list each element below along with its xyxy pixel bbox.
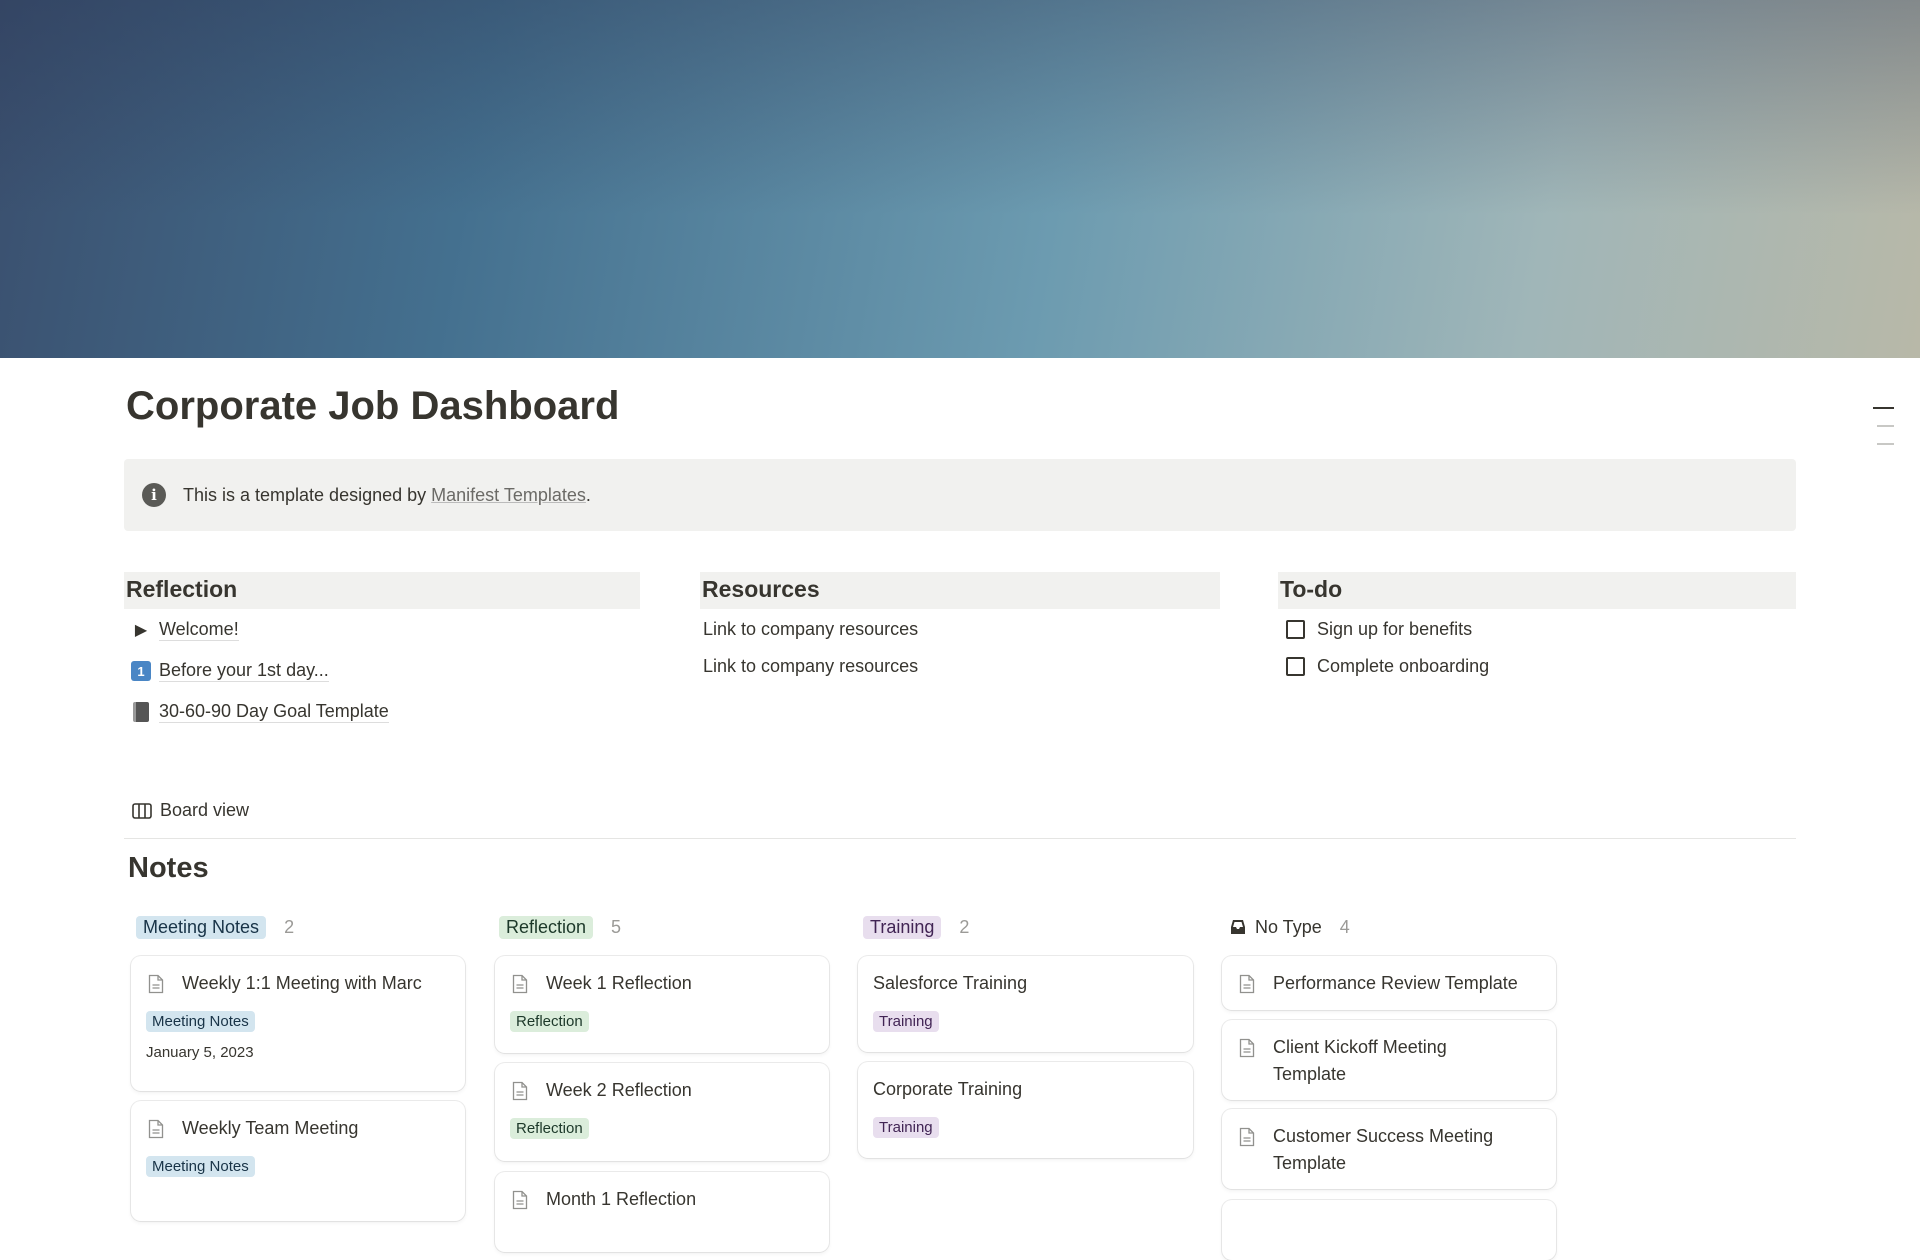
board-view-tab[interactable]: Board view xyxy=(132,800,249,821)
type-tag: Meeting Notes xyxy=(146,1011,255,1032)
todo-item: Sign up for benefits xyxy=(1286,615,1472,643)
board-card[interactable]: Client Kickoff Meeting Template xyxy=(1222,1020,1556,1100)
board-card[interactable] xyxy=(1222,1200,1556,1260)
board-card[interactable]: Corporate Training Training xyxy=(858,1062,1193,1158)
resources-heading: Resources xyxy=(700,572,1220,609)
type-tag: Training xyxy=(873,1117,939,1138)
page-title: Corporate Job Dashboard xyxy=(126,384,620,428)
group-header-reflection[interactable]: Reflection 5 xyxy=(499,914,621,940)
board-card[interactable]: Performance Review Template xyxy=(1222,956,1556,1010)
notebook-icon xyxy=(130,702,152,722)
checkbox[interactable] xyxy=(1286,656,1305,676)
board-card[interactable]: Weekly Team Meeting Meeting Notes xyxy=(131,1101,465,1221)
board-card[interactable]: Week 2 Reflection Reflection xyxy=(495,1063,829,1161)
inbox-icon xyxy=(1231,920,1245,934)
board-card[interactable]: Salesforce Training Training xyxy=(858,956,1193,1052)
page-link-before-first-day[interactable]: 1 Before your 1st day... xyxy=(130,657,329,685)
cover-image xyxy=(0,0,1920,358)
board-card[interactable]: Week 1 Reflection Reflection xyxy=(495,956,829,1053)
toggle-welcome[interactable]: ▶ Welcome! xyxy=(130,616,239,644)
card-date: January 5, 2023 xyxy=(146,1044,254,1061)
checkbox[interactable] xyxy=(1286,619,1305,639)
type-tag: Meeting Notes xyxy=(146,1156,255,1177)
keycap-one-icon: 1 xyxy=(130,661,152,681)
callout: i This is a template designed by Manifes… xyxy=(124,459,1796,531)
toc-marker[interactable] xyxy=(1877,443,1894,445)
page-icon xyxy=(148,974,164,994)
group-header-training[interactable]: Training 2 xyxy=(863,914,969,940)
divider xyxy=(124,838,1796,839)
group-header-no-type[interactable]: No Type 4 xyxy=(1229,914,1350,940)
page-icon xyxy=(512,1081,528,1101)
reflection-heading: Reflection xyxy=(124,572,640,609)
toc-marker[interactable] xyxy=(1873,407,1894,409)
manifest-templates-link[interactable]: Manifest Templates xyxy=(431,484,586,505)
callout-text: This is a template designed by xyxy=(183,484,427,505)
info-icon: i xyxy=(142,483,166,507)
page-icon xyxy=(148,1119,164,1139)
page-icon xyxy=(1239,974,1255,994)
group-header-meeting-notes[interactable]: Meeting Notes 2 xyxy=(136,914,294,940)
page-icon xyxy=(1239,1038,1255,1058)
page-icon xyxy=(512,974,528,994)
todo-heading: To-do xyxy=(1278,572,1796,609)
board-card[interactable]: Weekly 1:1 Meeting with Marc Meeting Not… xyxy=(131,956,465,1091)
toc-marker[interactable] xyxy=(1877,425,1894,427)
type-tag: Reflection xyxy=(510,1011,589,1032)
page-link-goal-template[interactable]: 30-60-90 Day Goal Template xyxy=(130,698,389,726)
resource-link[interactable]: Link to company resources xyxy=(703,655,919,676)
page-icon xyxy=(512,1190,528,1210)
triangle-right-icon[interactable]: ▶ xyxy=(134,622,148,639)
board-icon xyxy=(132,802,152,819)
type-tag: Reflection xyxy=(510,1118,589,1139)
board-card[interactable]: Customer Success Meeting Template xyxy=(1222,1109,1556,1189)
board-card[interactable]: Month 1 Reflection xyxy=(495,1172,829,1252)
todo-item: Complete onboarding xyxy=(1286,652,1489,680)
board-title: Notes xyxy=(128,852,209,884)
resource-link[interactable]: Link to company resources xyxy=(703,618,919,639)
page-icon xyxy=(1239,1127,1255,1147)
type-tag: Training xyxy=(873,1011,939,1032)
